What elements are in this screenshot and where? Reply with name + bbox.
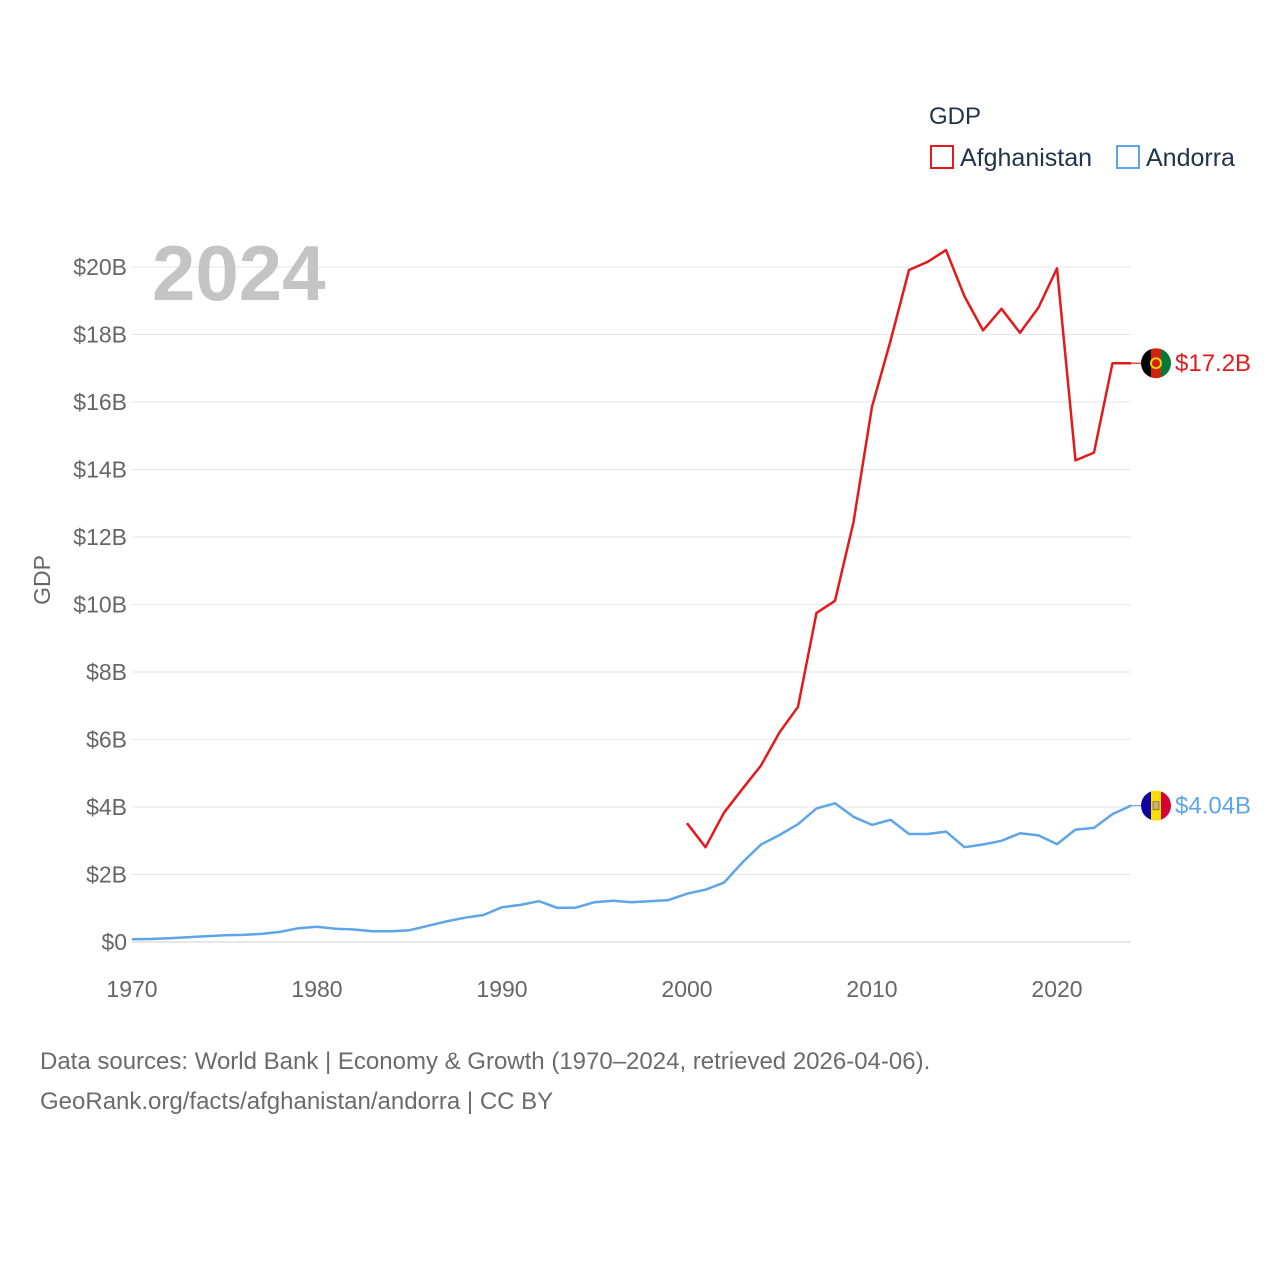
end-marker-andorra: $4.04B xyxy=(1131,790,1251,821)
x-tick-label: 1970 xyxy=(106,976,157,1002)
y-tick-label: $6B xyxy=(86,727,127,753)
year-label: 2024 xyxy=(152,229,326,317)
series-line-andorra xyxy=(131,802,1132,941)
y-tick-label: $4B xyxy=(86,794,127,820)
legend-title: GDP xyxy=(929,103,981,130)
x-tick-label: 2000 xyxy=(661,976,712,1002)
series-line-afghanistan xyxy=(686,248,1131,849)
y-tick-label: $8B xyxy=(86,659,127,685)
legend-item-andorra[interactable]: Andorra xyxy=(1116,144,1235,172)
y-axis-label: GDP xyxy=(29,555,55,605)
legend-swatch-afghanistan xyxy=(930,145,954,169)
y-tick-label: $20B xyxy=(73,254,127,280)
end-value-afghanistan: $17.2B xyxy=(1175,350,1251,377)
attribution-link[interactable]: GeoRank.org/facts/afghanistan/andorra | … xyxy=(40,1088,554,1115)
y-tick-label: $0 xyxy=(101,929,127,955)
legend-label-afghanistan: Afghanistan xyxy=(960,144,1092,172)
legend-swatch-andorra xyxy=(1116,145,1140,169)
legend-label-andorra: Andorra xyxy=(1146,144,1235,172)
x-tick-label: 1990 xyxy=(476,976,527,1002)
y-tick-label: $14B xyxy=(73,457,127,483)
afghanistan-flag-icon xyxy=(1141,348,1171,379)
chart-footer: Data sources: World Bank | Economy & Gro… xyxy=(40,1042,930,1122)
y-axis-ticks: $0 $2B $4B $6B $8B $10B $12B $14B $16B $18B $20B xyxy=(73,254,127,955)
x-tick-label: 1980 xyxy=(291,976,342,1002)
end-value-andorra: $4.04B xyxy=(1175,793,1251,820)
legend: GDP Afghanistan Andorra xyxy=(929,103,1235,172)
y-tick-label: $18B xyxy=(73,322,127,348)
y-tick-label: $12B xyxy=(73,524,127,550)
x-axis-ticks: 1970 1980 1990 2000 2010 2020 xyxy=(106,976,1082,1002)
y-tick-label: $16B xyxy=(73,389,127,415)
data-source-text: Data sources: World Bank | Economy & Gro… xyxy=(40,1048,931,1075)
legend-item-afghanistan[interactable]: Afghanistan xyxy=(930,144,1092,172)
x-tick-label: 2010 xyxy=(846,976,897,1002)
x-tick-label: 2020 xyxy=(1031,976,1082,1002)
andorra-flag-icon xyxy=(1141,790,1171,821)
y-tick-label: $10B xyxy=(73,592,127,618)
end-marker-afghanistan: $17.2B xyxy=(1131,348,1251,379)
gridlines xyxy=(132,266,1131,943)
y-tick-label: $2B xyxy=(86,862,127,888)
